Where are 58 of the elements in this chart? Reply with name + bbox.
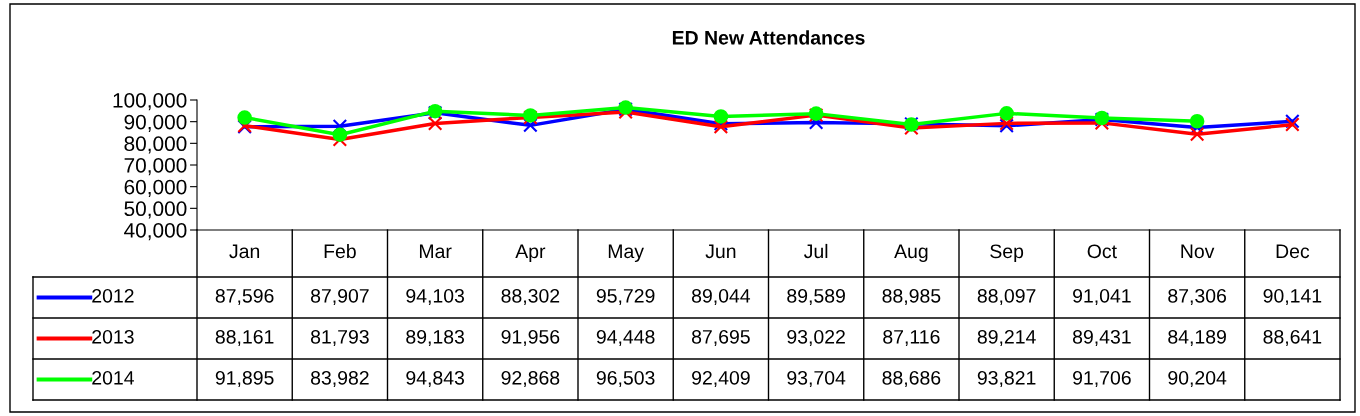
- x-tick-label: Nov: [1181, 244, 1215, 259]
- chart-title: ED New Attendances: [672, 30, 865, 45]
- data-label: 90,204: [1168, 370, 1227, 388]
- data-label: 88,097: [977, 288, 1036, 306]
- data-label: 88,641: [1263, 329, 1322, 347]
- data-label: 89,183: [406, 329, 465, 347]
- data-label: 91,706: [1073, 370, 1131, 388]
- data-label: 87,306: [1168, 288, 1227, 306]
- data-label: 89,431: [1072, 329, 1131, 347]
- legend-label: 2013: [92, 329, 134, 344]
- x-tick-label: Feb: [324, 243, 356, 259]
- y-tick-label: 70,000: [124, 158, 187, 176]
- x-tick-label: Jan: [229, 244, 260, 259]
- x-tick-label: Oct: [1087, 244, 1117, 259]
- y-tick-label: 90,000: [124, 114, 187, 132]
- data-label: 88,161: [215, 329, 274, 347]
- data-label: 91,956: [501, 329, 560, 347]
- legend-label: 2014: [92, 370, 134, 385]
- data-label: 84,189: [1168, 329, 1226, 347]
- data-label: 91,041: [1073, 288, 1131, 306]
- data-label: 90,141: [1263, 288, 1322, 306]
- x-tick-label: Apr: [515, 244, 546, 263]
- x-tick-label: Sep: [990, 244, 1024, 263]
- data-label: 94,103: [406, 288, 465, 306]
- y-tick-label: 100,000: [113, 93, 187, 111]
- data-label: 94,843: [406, 370, 465, 388]
- legend-label: 2012: [92, 288, 134, 303]
- data-label: 89,214: [977, 329, 1036, 347]
- data-label: 87,596: [215, 288, 274, 306]
- data-label: 87,116: [883, 329, 940, 347]
- x-tick-label: Dec: [1276, 244, 1310, 259]
- data-label: 91,895: [215, 370, 274, 388]
- y-tick-label: 80,000: [124, 136, 187, 154]
- data-label: 93,022: [787, 329, 845, 347]
- y-tick-label: 60,000: [124, 179, 187, 197]
- y-tick-label: 50,000: [124, 201, 187, 219]
- data-label: 81,793: [310, 329, 369, 347]
- x-tick-label: Aug: [894, 244, 928, 263]
- data-label: 87,695: [691, 329, 750, 347]
- data-label: 88,686: [882, 370, 941, 388]
- data-label: 95,729: [596, 288, 655, 306]
- x-tick-label: Mar: [419, 244, 452, 259]
- data-label: 94,448: [596, 329, 655, 347]
- data-label: 89,044: [691, 288, 751, 306]
- data-label: 88,985: [882, 288, 941, 306]
- x-tick-label: May: [608, 244, 644, 263]
- y-tick-label: 40,000: [124, 223, 187, 241]
- data-label: 89,589: [787, 288, 845, 306]
- data-label: 83,982: [310, 370, 369, 388]
- data-label: 87,907: [310, 288, 369, 306]
- x-tick-label: Jun: [705, 244, 736, 259]
- data-label: 93,704: [787, 370, 846, 388]
- data-label: 96,503: [596, 370, 655, 388]
- data-label: 92,409: [692, 370, 750, 388]
- data-label: 93,821: [977, 370, 1036, 388]
- data-label: 88,302: [501, 288, 560, 306]
- data-label: 92,868: [501, 370, 560, 388]
- x-tick-label: Jul: [804, 243, 828, 259]
